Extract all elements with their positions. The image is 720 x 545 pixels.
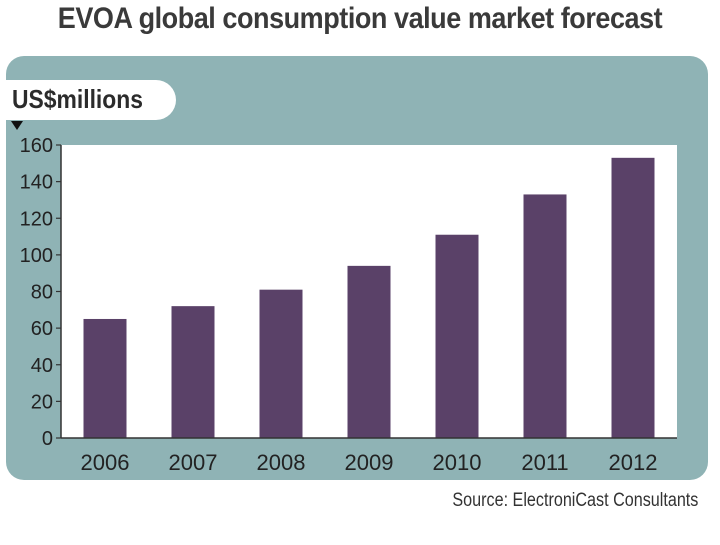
- y-tick-label: 0: [42, 428, 53, 450]
- y-tick-label: 100: [20, 245, 53, 267]
- bar-series: [83, 157, 655, 438]
- y-tick-label: 20: [31, 391, 53, 413]
- bar-2007: [171, 306, 215, 438]
- y-axis-unit-pill: [0, 80, 176, 120]
- x-tick-label: 2009: [345, 450, 394, 475]
- x-tick-label: 2011: [521, 450, 568, 475]
- y-tick-label: 60: [31, 318, 53, 340]
- y-tick-label: 160: [20, 135, 53, 157]
- y-tick-label: 120: [20, 208, 53, 230]
- bar-2010: [435, 234, 479, 438]
- x-tick-label: 2010: [433, 450, 482, 475]
- source-note: Source: ElectroniCast Consultants: [452, 490, 698, 511]
- y-tick-label: 140: [20, 172, 53, 194]
- bar-2009: [347, 265, 391, 438]
- x-tick-label: 2006: [81, 450, 130, 475]
- y-tick-label: 40: [31, 355, 53, 377]
- x-tick-label: 2007: [169, 450, 218, 475]
- chart-title: EVOA global consumption value market for…: [57, 2, 663, 35]
- bar-2012: [611, 157, 655, 438]
- y-tick-label: 80: [31, 282, 53, 304]
- x-axis: 2006 2007 2008 2009 2010 2011 2012: [81, 450, 658, 475]
- y-axis: 0 20 40 60 80 100 120 140 160: [20, 135, 61, 450]
- y-axis-arrow-icon: [11, 121, 23, 130]
- y-axis-label: US$millions: [12, 84, 143, 114]
- bar-2011: [523, 194, 567, 438]
- x-tick-label: 2012: [609, 450, 658, 475]
- bar-2006: [83, 318, 127, 438]
- x-tick-label: 2008: [257, 450, 306, 475]
- bar-2008: [259, 289, 303, 438]
